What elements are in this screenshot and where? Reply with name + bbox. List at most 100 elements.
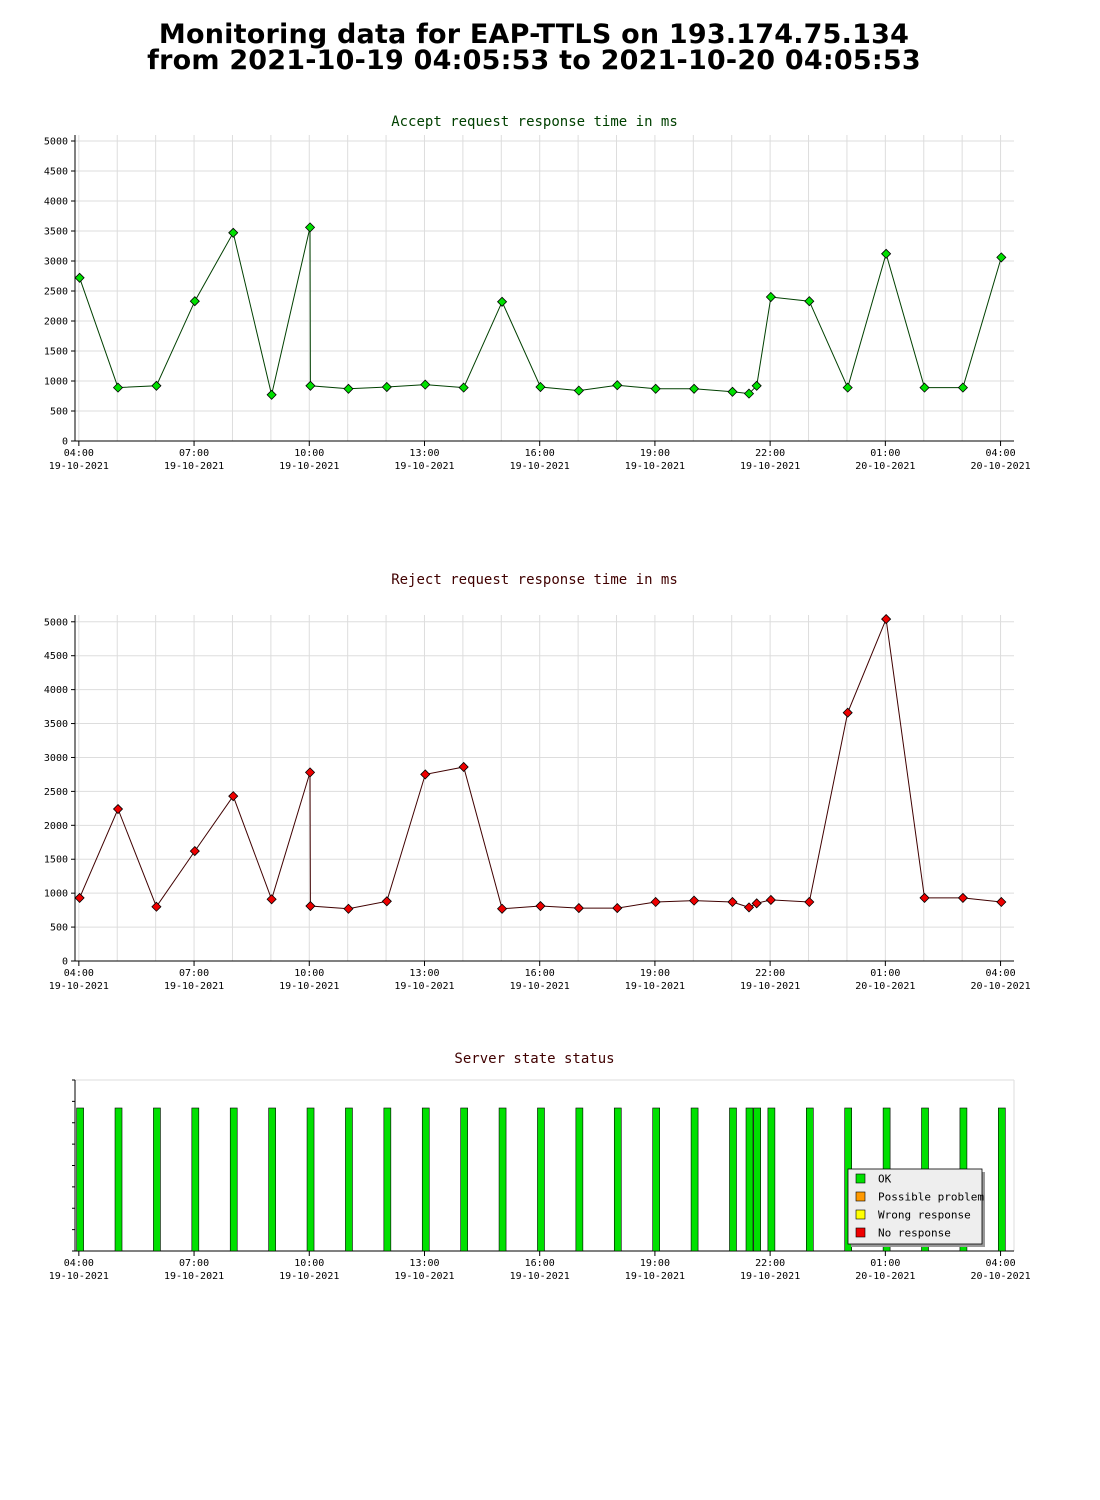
y-tick-label: 2000 <box>44 821 68 832</box>
data-point <box>112 382 124 393</box>
x-tick-date: 20-10-2021 <box>855 981 915 992</box>
x-tick-time: 19:00 <box>640 448 670 459</box>
page-title-line-1: Monitoring data for EAP-TTLS on 193.174.… <box>158 19 910 50</box>
data-point <box>804 896 815 908</box>
data-point <box>996 896 1007 908</box>
x-tick-date: 19-10-2021 <box>740 1271 800 1282</box>
data-point <box>881 614 892 625</box>
data-point <box>304 222 316 233</box>
x-tick-date: 19-10-2021 <box>394 461 454 472</box>
x-tick-time: 13:00 <box>409 968 439 979</box>
legend-swatch <box>855 1227 866 1238</box>
y-tick-label: 3500 <box>44 227 68 238</box>
data-point <box>420 769 431 780</box>
data-point <box>751 380 762 391</box>
x-tick-time: 07:00 <box>179 968 209 979</box>
data-point <box>305 380 316 391</box>
data-point <box>496 903 508 914</box>
x-tick-date: 19-10-2021 <box>625 1271 685 1282</box>
x-tick-time: 13:00 <box>409 448 439 459</box>
chart-title: Reject request response time in ms <box>391 572 678 588</box>
x-tick-date: 20-10-2021 <box>970 981 1030 992</box>
data-point <box>266 389 277 400</box>
data-point <box>189 846 200 857</box>
status-bar <box>537 1107 545 1252</box>
data-point <box>573 385 584 396</box>
data-point <box>304 767 316 778</box>
y-tick-label: 4500 <box>44 167 68 178</box>
page-title: Monitoring data for EAP-TTLS on 193.174.… <box>0 19 1068 74</box>
status-bar <box>76 1107 84 1252</box>
x-tick-date: 19-10-2021 <box>625 461 685 472</box>
x-tick-date: 20-10-2021 <box>855 461 915 472</box>
data-point <box>919 892 930 903</box>
x-tick-date: 19-10-2021 <box>279 461 339 472</box>
data-point <box>957 382 968 393</box>
data-point <box>266 894 277 905</box>
x-tick-time: 19:00 <box>640 1258 670 1269</box>
series-line <box>79 617 1002 910</box>
data-point <box>727 386 738 397</box>
y-tick-label: 1500 <box>44 347 68 358</box>
data-point <box>743 902 755 913</box>
data-point <box>74 892 85 903</box>
x-tick-date: 19-10-2021 <box>49 1271 109 1282</box>
data-point <box>650 383 661 394</box>
x-tick-date: 19-10-2021 <box>625 981 685 992</box>
data-point <box>535 900 546 912</box>
data-point <box>765 894 776 906</box>
x-tick-date: 19-10-2021 <box>279 981 339 992</box>
data-point <box>751 898 762 909</box>
legend-swatch <box>855 1191 866 1202</box>
x-tick-time: 04:00 <box>64 968 94 979</box>
x-tick-time: 07:00 <box>179 1258 209 1269</box>
x-tick-time: 04:00 <box>64 1258 94 1269</box>
status-bar <box>613 1107 622 1252</box>
x-tick-date: 20-10-2021 <box>970 461 1030 472</box>
data-point <box>228 227 239 238</box>
x-tick-time: 10:00 <box>294 968 324 979</box>
status-bar <box>498 1107 507 1252</box>
y-tick-label: 2500 <box>44 287 68 298</box>
legend-swatch <box>855 1209 866 1220</box>
data-point <box>881 248 892 259</box>
legend-label: Possible problem <box>878 1191 984 1204</box>
data-point <box>458 761 469 773</box>
y-tick-label: 2500 <box>44 787 68 798</box>
data-point <box>957 892 968 903</box>
x-tick-time: 07:00 <box>179 448 209 459</box>
x-tick-time: 10:00 <box>294 1258 324 1269</box>
y-tick-label: 500 <box>50 407 68 418</box>
data-point <box>727 896 738 908</box>
legend-label: OK <box>878 1173 892 1186</box>
legend-swatch <box>855 1173 866 1184</box>
x-tick-date: 19-10-2021 <box>279 1271 339 1282</box>
y-tick-label: 5000 <box>44 617 68 628</box>
data-point <box>343 383 354 394</box>
x-tick-date: 19-10-2021 <box>164 1271 224 1282</box>
data-point <box>381 896 392 907</box>
data-point <box>996 252 1007 263</box>
legend-label: No response <box>878 1227 951 1240</box>
data-point <box>189 296 200 307</box>
x-tick-date: 19-10-2021 <box>164 461 224 472</box>
x-tick-time: 01:00 <box>870 448 900 459</box>
status-bar <box>268 1107 276 1252</box>
status-bar <box>114 1107 123 1252</box>
status-bar <box>229 1107 238 1252</box>
x-tick-time: 04:00 <box>64 448 94 459</box>
data-point <box>381 381 392 393</box>
data-point <box>228 791 239 802</box>
chart-title: Accept request response time in ms <box>391 114 678 130</box>
x-tick-date: 19-10-2021 <box>510 461 570 472</box>
chart-1: Accept request response time in ms 0 500 10… <box>44 114 1031 472</box>
x-tick-date: 19-10-2021 <box>740 461 800 472</box>
y-tick-label: 3000 <box>44 753 68 764</box>
chart-3: Server state status OK Possible problem Wro… <box>49 1051 1031 1282</box>
status-bar <box>767 1107 776 1252</box>
y-tick-label: 0 <box>62 437 68 448</box>
status-bar <box>806 1107 814 1252</box>
data-point <box>689 895 700 906</box>
x-tick-time: 22:00 <box>755 1258 785 1269</box>
